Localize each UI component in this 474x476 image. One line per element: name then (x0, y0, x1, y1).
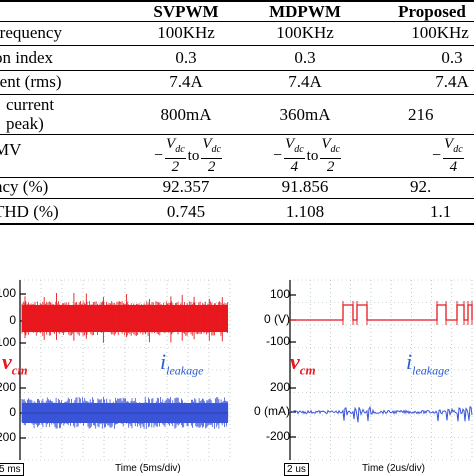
table-cell: 216 (408, 105, 434, 124)
left-time-caption: Time (5ms/div) (115, 463, 181, 474)
header-proposed: Proposed (398, 2, 466, 21)
table-row: THD (%) 0.745 1.108 1.1 (0, 202, 474, 222)
table-row: frequency 100KHz 100KHz 100KHz (0, 23, 474, 43)
row-label-line1: current (6, 95, 55, 114)
cmv-range-mdpwm: − Vdc 4 to Vdc 2 (273, 136, 341, 175)
table-rule (0, 134, 474, 135)
table-cell: 7.4A (288, 72, 322, 91)
table-rule (0, 45, 474, 46)
table-cell: 800mA (160, 105, 212, 124)
right-ileakage-trace (289, 405, 473, 423)
left-bottom-tick-3: 200 (0, 430, 16, 444)
table-cell: 0.745 (166, 202, 206, 221)
left-vcm-label: vcm (2, 349, 28, 378)
table-header-row: SVPWM MDPWM Proposed (0, 2, 474, 21)
right-time-caption: Time (2us/div) (362, 463, 425, 474)
table-cell: 7.4A (169, 72, 203, 91)
right-scope-figure: 100 0 (V) -100 200 0 (mA) -200 vcm ileak… (254, 275, 474, 476)
table-cell: 92.357 (162, 177, 210, 196)
table-row: ncy (%) 92.357 91.856 92. (0, 177, 474, 197)
table-rule (0, 94, 474, 95)
table-cell: 1.108 (285, 202, 325, 221)
table-rule (0, 177, 474, 178)
table-cell: 100KHz (276, 23, 334, 42)
left-top-tick-2: 0 (9, 313, 16, 327)
right-bottom-tick-1: 200 (269, 380, 290, 394)
table-cell: 92. (410, 177, 432, 196)
left-bottom-tick-2: 0 (9, 405, 16, 419)
row-label: on index (0, 48, 54, 67)
right-ileakage-label: ileakage (406, 349, 450, 378)
row-label: MV (0, 140, 22, 159)
cmv-range-svpwm: − Vdc 2 to Vdc 2 (154, 136, 222, 175)
left-ileakage-label: ileakage (160, 349, 204, 378)
table-cell: 7.4A (435, 72, 469, 91)
table-bottom-rule (0, 223, 474, 225)
right-vcm-ringing (342, 301, 473, 325)
right-time-scale-box: 2 us (284, 463, 309, 476)
table-cell: 0.3 (175, 48, 197, 67)
table-row: on index 0.3 0.3 0.3 (0, 48, 474, 68)
right-top-tick-3: -100 (265, 334, 290, 348)
table-row: current peak) 800mA 360mA 216 (0, 95, 474, 133)
table-cell: 360mA (279, 105, 331, 124)
row-label: rent (rms) (0, 72, 62, 91)
table-header-rule (0, 21, 474, 22)
header-mdpwm: MDPWM (269, 2, 341, 21)
right-top-tick-2: 0 (V) (263, 312, 290, 326)
left-scope-plot (19, 279, 231, 461)
table-cell: 100KHz (411, 23, 469, 42)
left-vcm-trace (21, 301, 228, 336)
row-label-line2: peak) (6, 114, 44, 133)
row-label: frequency (0, 23, 62, 42)
table-top-rule (0, 0, 474, 2)
left-top-tick-3: 100 (0, 335, 16, 349)
right-bottom-tick-2: 0 (mA) (254, 404, 290, 418)
comparison-table: SVPWM MDPWM Proposed frequency 100KHz 10… (0, 0, 474, 232)
row-label: ncy (%) (0, 177, 49, 196)
table-cell: 91.856 (281, 177, 329, 196)
right-bottom-tick-3: -200 (265, 429, 290, 443)
table-row: rent (rms) 7.4A 7.4A 7.4A (0, 72, 474, 92)
table-cell: 1.1 (430, 202, 452, 221)
cmv-range-proposed: − Vdc 4 (432, 136, 464, 175)
left-vcm-spikes (24, 293, 223, 343)
table-row: MV − Vdc 2 to Vdc 2 − Vdc 4 to Vdc 2 − Vdc 4 (0, 135, 474, 175)
table-rule (0, 198, 474, 199)
left-top-tick-1: 100 (0, 286, 16, 300)
right-vcm-label: vcm (290, 349, 316, 378)
left-scope-figure: 100 0 100 200 0 200 vcm ileakage 5 ms Ti… (0, 275, 240, 476)
right-scope-plot (289, 279, 473, 461)
row-label: THD (%) (0, 202, 59, 221)
table-cell: 0.3 (294, 48, 316, 67)
right-top-tick-1: 100 (269, 287, 290, 301)
left-time-scale-box: 5 ms (0, 463, 24, 476)
header-svpwm: SVPWM (153, 2, 219, 21)
table-rule (0, 70, 474, 71)
left-bottom-tick-1: 200 (0, 380, 16, 394)
table-cell: 100KHz (157, 23, 215, 42)
right-vcm-trace (290, 304, 473, 321)
table-cell: 0.3 (441, 48, 463, 67)
row-label: current peak) (6, 95, 54, 133)
